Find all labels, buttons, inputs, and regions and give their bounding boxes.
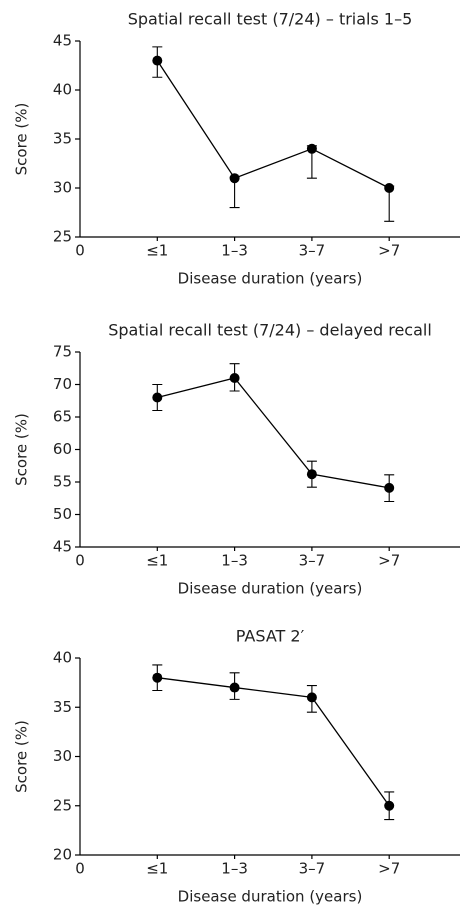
x-tick-label: >7 (378, 860, 400, 878)
y-tick-label: 40 (53, 81, 72, 99)
y-axis-label: Score (%) (13, 413, 31, 486)
x-tick-label: 3–7 (299, 860, 326, 878)
x-axis-label: Disease duration (years) (178, 270, 363, 288)
x-tick-label: >7 (378, 552, 400, 570)
y-tick-label: 25 (53, 796, 72, 814)
line (157, 677, 390, 807)
point (384, 482, 395, 493)
line (157, 377, 390, 489)
x-axis-label: Disease duration (years) (178, 580, 363, 598)
x-tick-label: 0 (75, 242, 85, 260)
chart-title: Spatial recall test (7/24) – delayed rec… (108, 321, 432, 340)
y-tick-label: 20 (53, 846, 72, 864)
y-tick-label: 75 (53, 343, 72, 361)
y-axis-label: Score (%) (13, 720, 31, 793)
line (156, 60, 390, 189)
x-tick-label: ≤1 (146, 860, 168, 878)
x-tick-label: 0 (75, 860, 85, 878)
y-tick-label: 30 (53, 747, 72, 765)
x-tick-label: 1–3 (221, 552, 248, 570)
chart-title: Spatial recall test (7/24) – trials 1–5 (128, 10, 413, 29)
x-tick-label: 0 (75, 552, 85, 570)
x-tick-label: 1–3 (221, 242, 248, 260)
y-tick-label: 35 (53, 130, 72, 148)
point (152, 55, 163, 66)
y-tick-label: 50 (53, 505, 72, 523)
point (229, 682, 240, 693)
point (229, 173, 240, 184)
point (306, 692, 317, 703)
y-axis-label: Score (%) (13, 103, 31, 176)
x-tick-label: ≤1 (146, 552, 168, 570)
chart-title: PASAT 2′ (236, 627, 305, 646)
y-tick-label: 40 (53, 649, 72, 667)
x-tick-label: ≤1 (146, 242, 168, 260)
point (306, 469, 317, 480)
y-tick-label: 60 (53, 440, 72, 458)
point (306, 143, 317, 154)
y-tick-label: 55 (53, 473, 72, 491)
y-tick-label: 30 (53, 179, 72, 197)
y-tick-label: 45 (53, 538, 72, 556)
x-tick-label: >7 (378, 242, 400, 260)
y-tick-label: 25 (53, 228, 72, 246)
x-tick-label: 3–7 (299, 552, 326, 570)
point (384, 800, 395, 811)
y-tick-label: 45 (53, 32, 72, 50)
x-tick-label: 3–7 (299, 242, 326, 260)
point (384, 183, 395, 193)
point (152, 672, 163, 683)
y-tick-label: 65 (53, 408, 72, 426)
point (229, 373, 240, 383)
y-tick-label: 35 (53, 698, 72, 716)
x-axis-label: Disease duration (years) (178, 888, 363, 905)
point (152, 392, 163, 403)
y-tick-label: 70 (53, 375, 72, 393)
x-tick-label: 1–3 (221, 860, 248, 878)
